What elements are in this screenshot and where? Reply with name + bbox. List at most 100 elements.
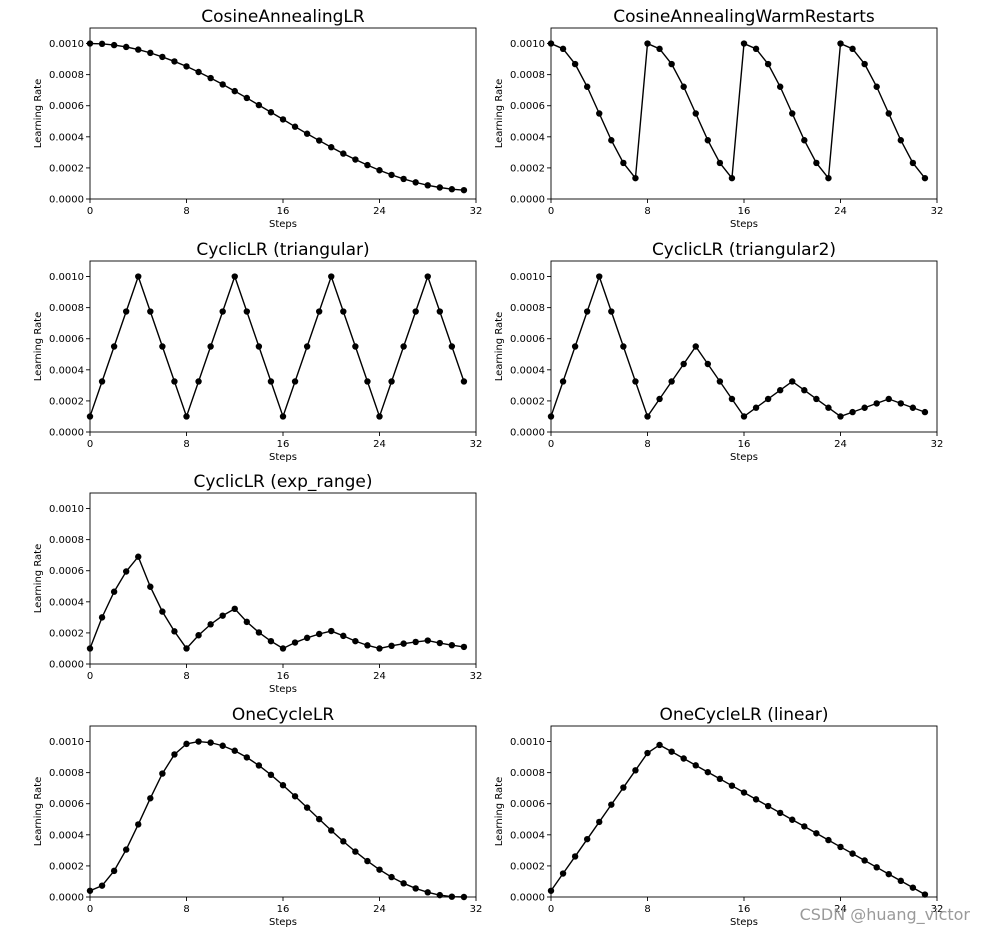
x-axis-label: Steps bbox=[269, 219, 297, 230]
data-point bbox=[813, 159, 820, 167]
data-point bbox=[110, 588, 118, 595]
data-point bbox=[291, 793, 299, 800]
data-point bbox=[620, 159, 627, 167]
y-tick-label: 0.0008 bbox=[510, 70, 545, 81]
data-point bbox=[291, 123, 299, 130]
data-point bbox=[376, 645, 383, 652]
data-point bbox=[596, 273, 603, 280]
data-point bbox=[98, 40, 106, 48]
data-point bbox=[267, 771, 275, 779]
data-point bbox=[752, 796, 760, 803]
data-point bbox=[159, 770, 166, 777]
data-point bbox=[921, 408, 929, 416]
x-tick-label: 0 bbox=[548, 439, 554, 450]
data-point bbox=[873, 864, 880, 871]
data-point bbox=[388, 378, 395, 385]
data-point bbox=[207, 343, 214, 350]
data-point bbox=[291, 639, 299, 646]
data-point bbox=[328, 273, 335, 280]
data-point bbox=[837, 843, 844, 851]
y-tick-label: 0.0000 bbox=[510, 893, 545, 904]
data-point bbox=[279, 116, 287, 123]
x-tick-label: 32 bbox=[470, 206, 483, 217]
data-point bbox=[644, 40, 651, 47]
series-line bbox=[550, 42, 926, 180]
data-point bbox=[656, 45, 663, 53]
y-tick-label: 0.0006 bbox=[510, 334, 545, 345]
data-point bbox=[436, 184, 444, 191]
x-tick-label: 16 bbox=[277, 671, 290, 682]
data-point bbox=[837, 413, 844, 420]
y-tick-label: 0.0006 bbox=[510, 101, 545, 112]
data-point bbox=[596, 110, 603, 117]
data-point bbox=[436, 308, 444, 315]
data-point bbox=[909, 884, 917, 891]
x-tick-label: 24 bbox=[373, 439, 386, 450]
x-axis-label: Steps bbox=[730, 917, 758, 928]
chart-title: CosineAnnealingLR bbox=[201, 7, 365, 27]
data-point bbox=[122, 568, 130, 575]
y-tick-label: 0.0002 bbox=[49, 861, 84, 872]
data-point bbox=[122, 846, 130, 853]
data-point bbox=[412, 885, 419, 892]
data-point bbox=[583, 835, 591, 843]
data-point bbox=[632, 174, 639, 182]
data-point bbox=[340, 632, 347, 640]
data-point bbox=[171, 628, 178, 635]
chart-1: CosineAnnealingLR 0 8 16 24 32 0.0000 0.0002 0.0… bbox=[33, 7, 482, 230]
data-point bbox=[825, 174, 832, 182]
data-point bbox=[364, 378, 371, 385]
data-point bbox=[135, 273, 142, 280]
y-axis-label: Learning Rate bbox=[494, 312, 505, 382]
data-point bbox=[219, 308, 226, 315]
data-point bbox=[668, 748, 675, 755]
data-point bbox=[849, 850, 856, 857]
x-tick-label: 8 bbox=[183, 904, 189, 915]
data-point bbox=[644, 413, 651, 420]
x-axis-label: Steps bbox=[269, 684, 297, 695]
x-axis-label: Steps bbox=[730, 452, 758, 463]
data-point bbox=[147, 583, 154, 590]
data-point bbox=[559, 378, 567, 385]
data-point bbox=[219, 742, 226, 749]
data-point bbox=[620, 784, 627, 791]
data-point bbox=[183, 645, 190, 652]
data-point bbox=[764, 802, 772, 810]
data-point bbox=[728, 174, 736, 182]
data-point bbox=[183, 413, 190, 420]
data-point bbox=[704, 137, 712, 144]
x-tick-label: 8 bbox=[644, 206, 650, 217]
y-tick-label: 0.0008 bbox=[49, 70, 84, 81]
data-point bbox=[171, 378, 178, 385]
data-point bbox=[207, 74, 214, 82]
data-point bbox=[740, 789, 748, 796]
data-point bbox=[412, 638, 419, 646]
chart-title: CyclicLR (triangular2) bbox=[652, 240, 836, 260]
data-point bbox=[668, 378, 675, 385]
y-tick-label: 0.0008 bbox=[49, 768, 84, 779]
y-tick-label: 0.0004 bbox=[49, 597, 84, 608]
data-point bbox=[424, 182, 431, 189]
x-tick-label: 24 bbox=[373, 206, 386, 217]
x-tick-label: 8 bbox=[644, 904, 650, 915]
data-point bbox=[740, 40, 748, 47]
data-point bbox=[231, 747, 238, 754]
data-point bbox=[122, 43, 130, 51]
data-point bbox=[801, 387, 808, 394]
data-point bbox=[776, 387, 784, 394]
data-point bbox=[704, 768, 712, 776]
y-axis-label: Learning Rate bbox=[33, 544, 44, 614]
y-tick-label: 0.0004 bbox=[49, 365, 84, 376]
data-point bbox=[424, 889, 431, 896]
data-point bbox=[279, 413, 287, 420]
data-point bbox=[207, 739, 214, 746]
data-point bbox=[183, 63, 190, 70]
data-point bbox=[885, 395, 892, 403]
series-line bbox=[550, 274, 926, 418]
data-point bbox=[716, 159, 724, 167]
data-point bbox=[692, 343, 699, 350]
data-point bbox=[632, 378, 639, 385]
chart-4: CyclicLR (triangular2) 0 8 16 24 32 0.0000 0.00… bbox=[494, 240, 943, 463]
data-point bbox=[86, 645, 94, 652]
